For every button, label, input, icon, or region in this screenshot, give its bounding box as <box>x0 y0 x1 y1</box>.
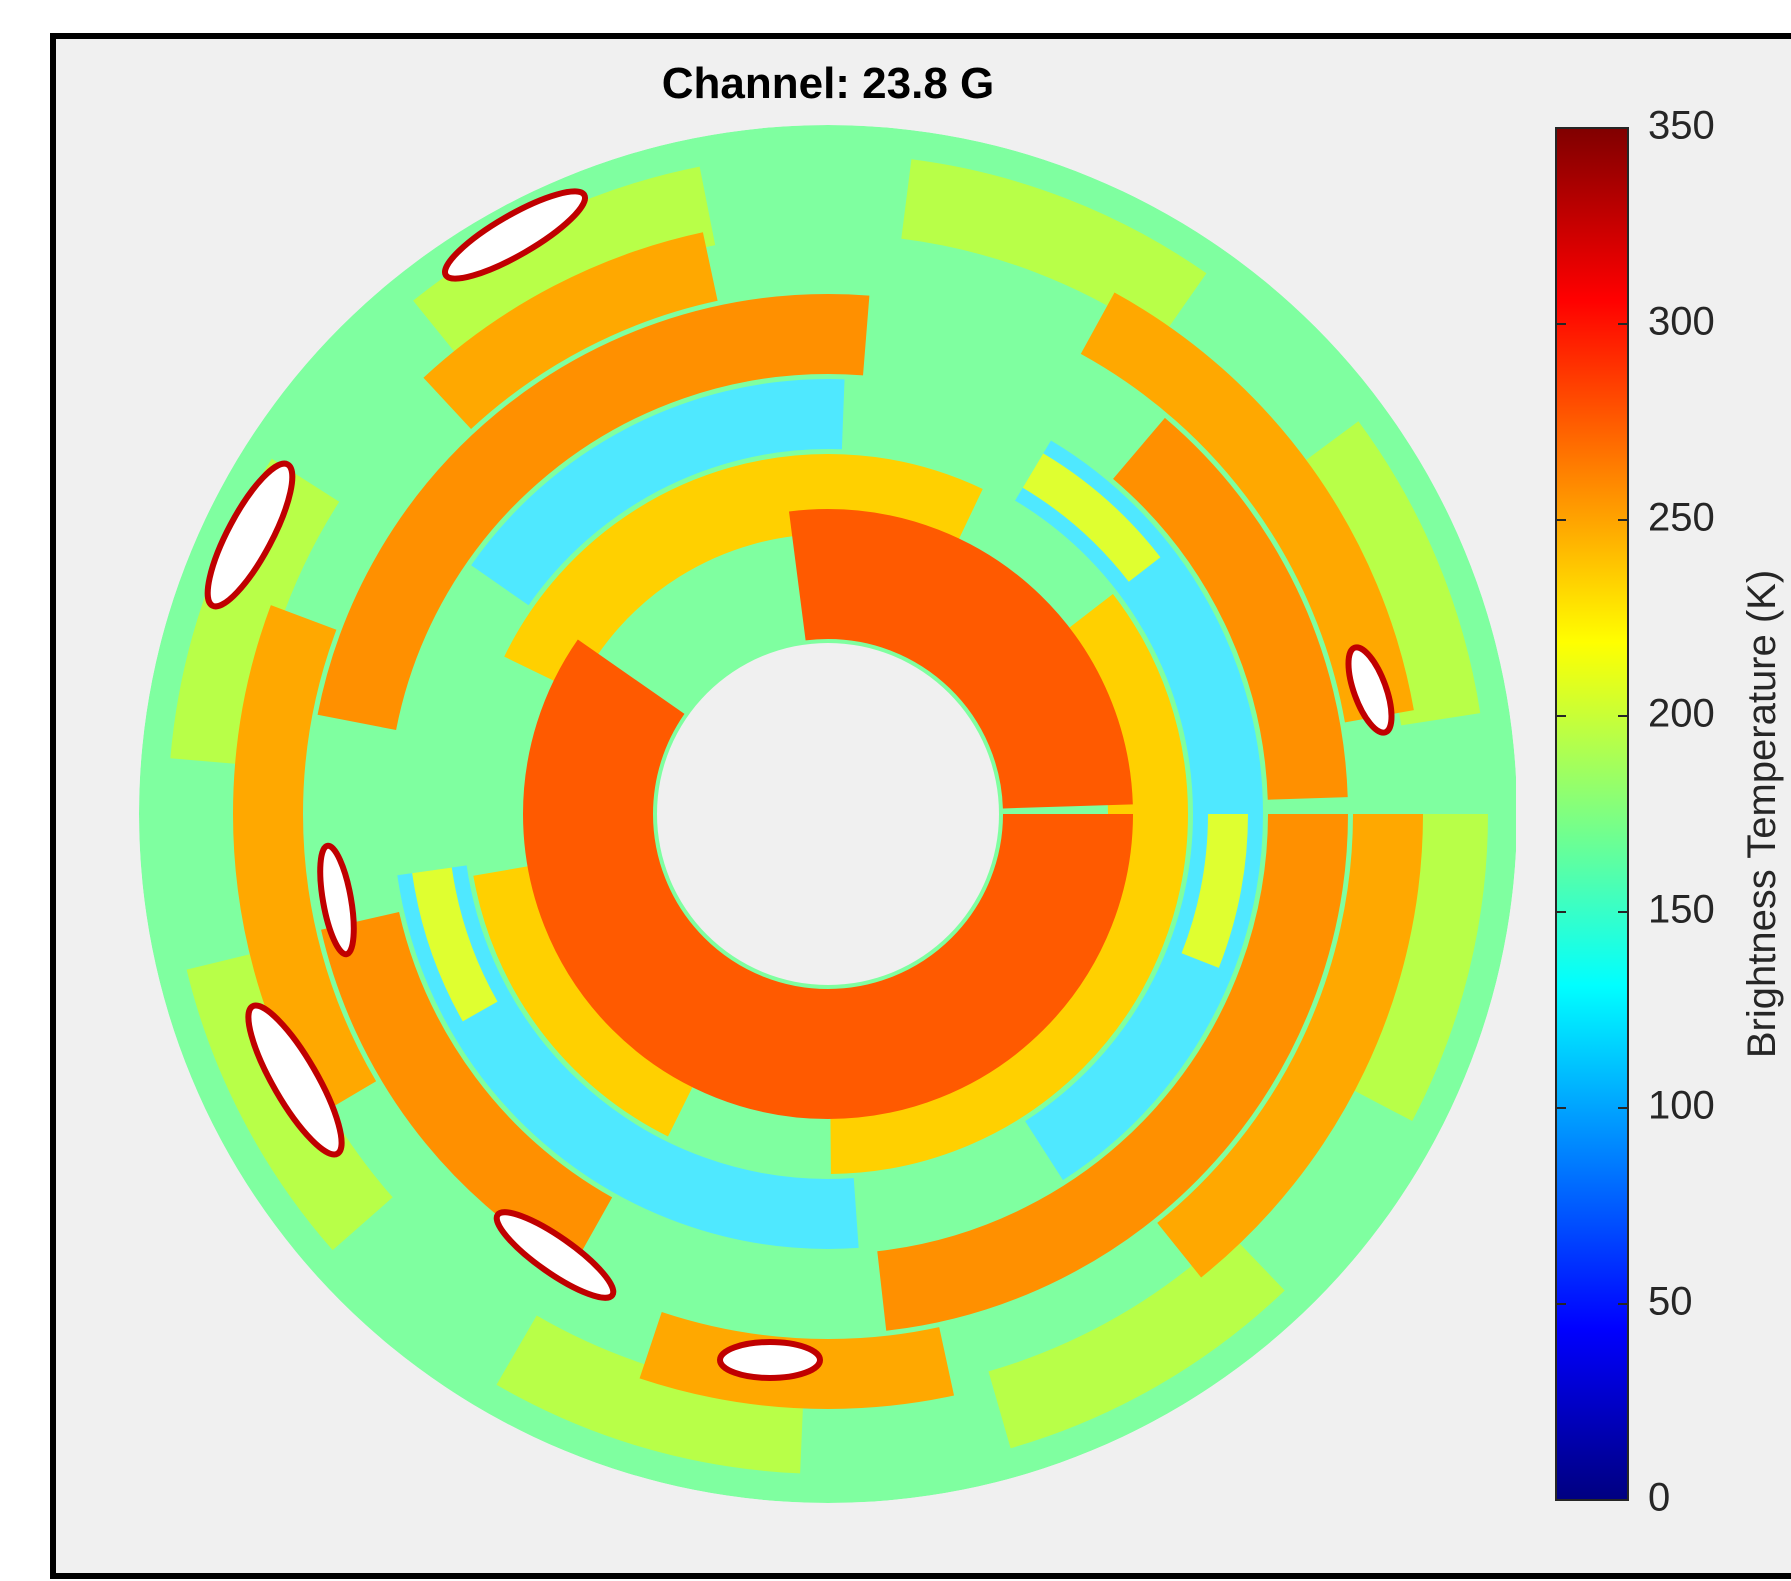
colorbar-tick-label: 350 <box>1648 104 1715 148</box>
figure: Channel: 23.8 G Brightness Temperature (… <box>0 0 1791 1581</box>
colorbar-tick-label: 100 <box>1648 1084 1715 1128</box>
colorbar-label: Brightness Temperature (K) <box>1740 570 1784 1058</box>
page: {"chart_data": {"type": "heatmap", "titl… <box>0 0 1791 1581</box>
colorbar-tick-label: 200 <box>1648 692 1715 736</box>
colorbar-tick-label: 0 <box>1648 1476 1670 1520</box>
colorbar-tick-label: 250 <box>1648 496 1715 540</box>
polar-field <box>139 125 1517 1503</box>
colorbar <box>1556 128 1628 1500</box>
colorbar-tick-label: 150 <box>1648 888 1715 932</box>
chart-title: Channel: 23.8 G <box>662 59 995 108</box>
colorbar-tick-label: 300 <box>1648 300 1715 344</box>
colorbar-tick-label: 50 <box>1648 1280 1693 1324</box>
